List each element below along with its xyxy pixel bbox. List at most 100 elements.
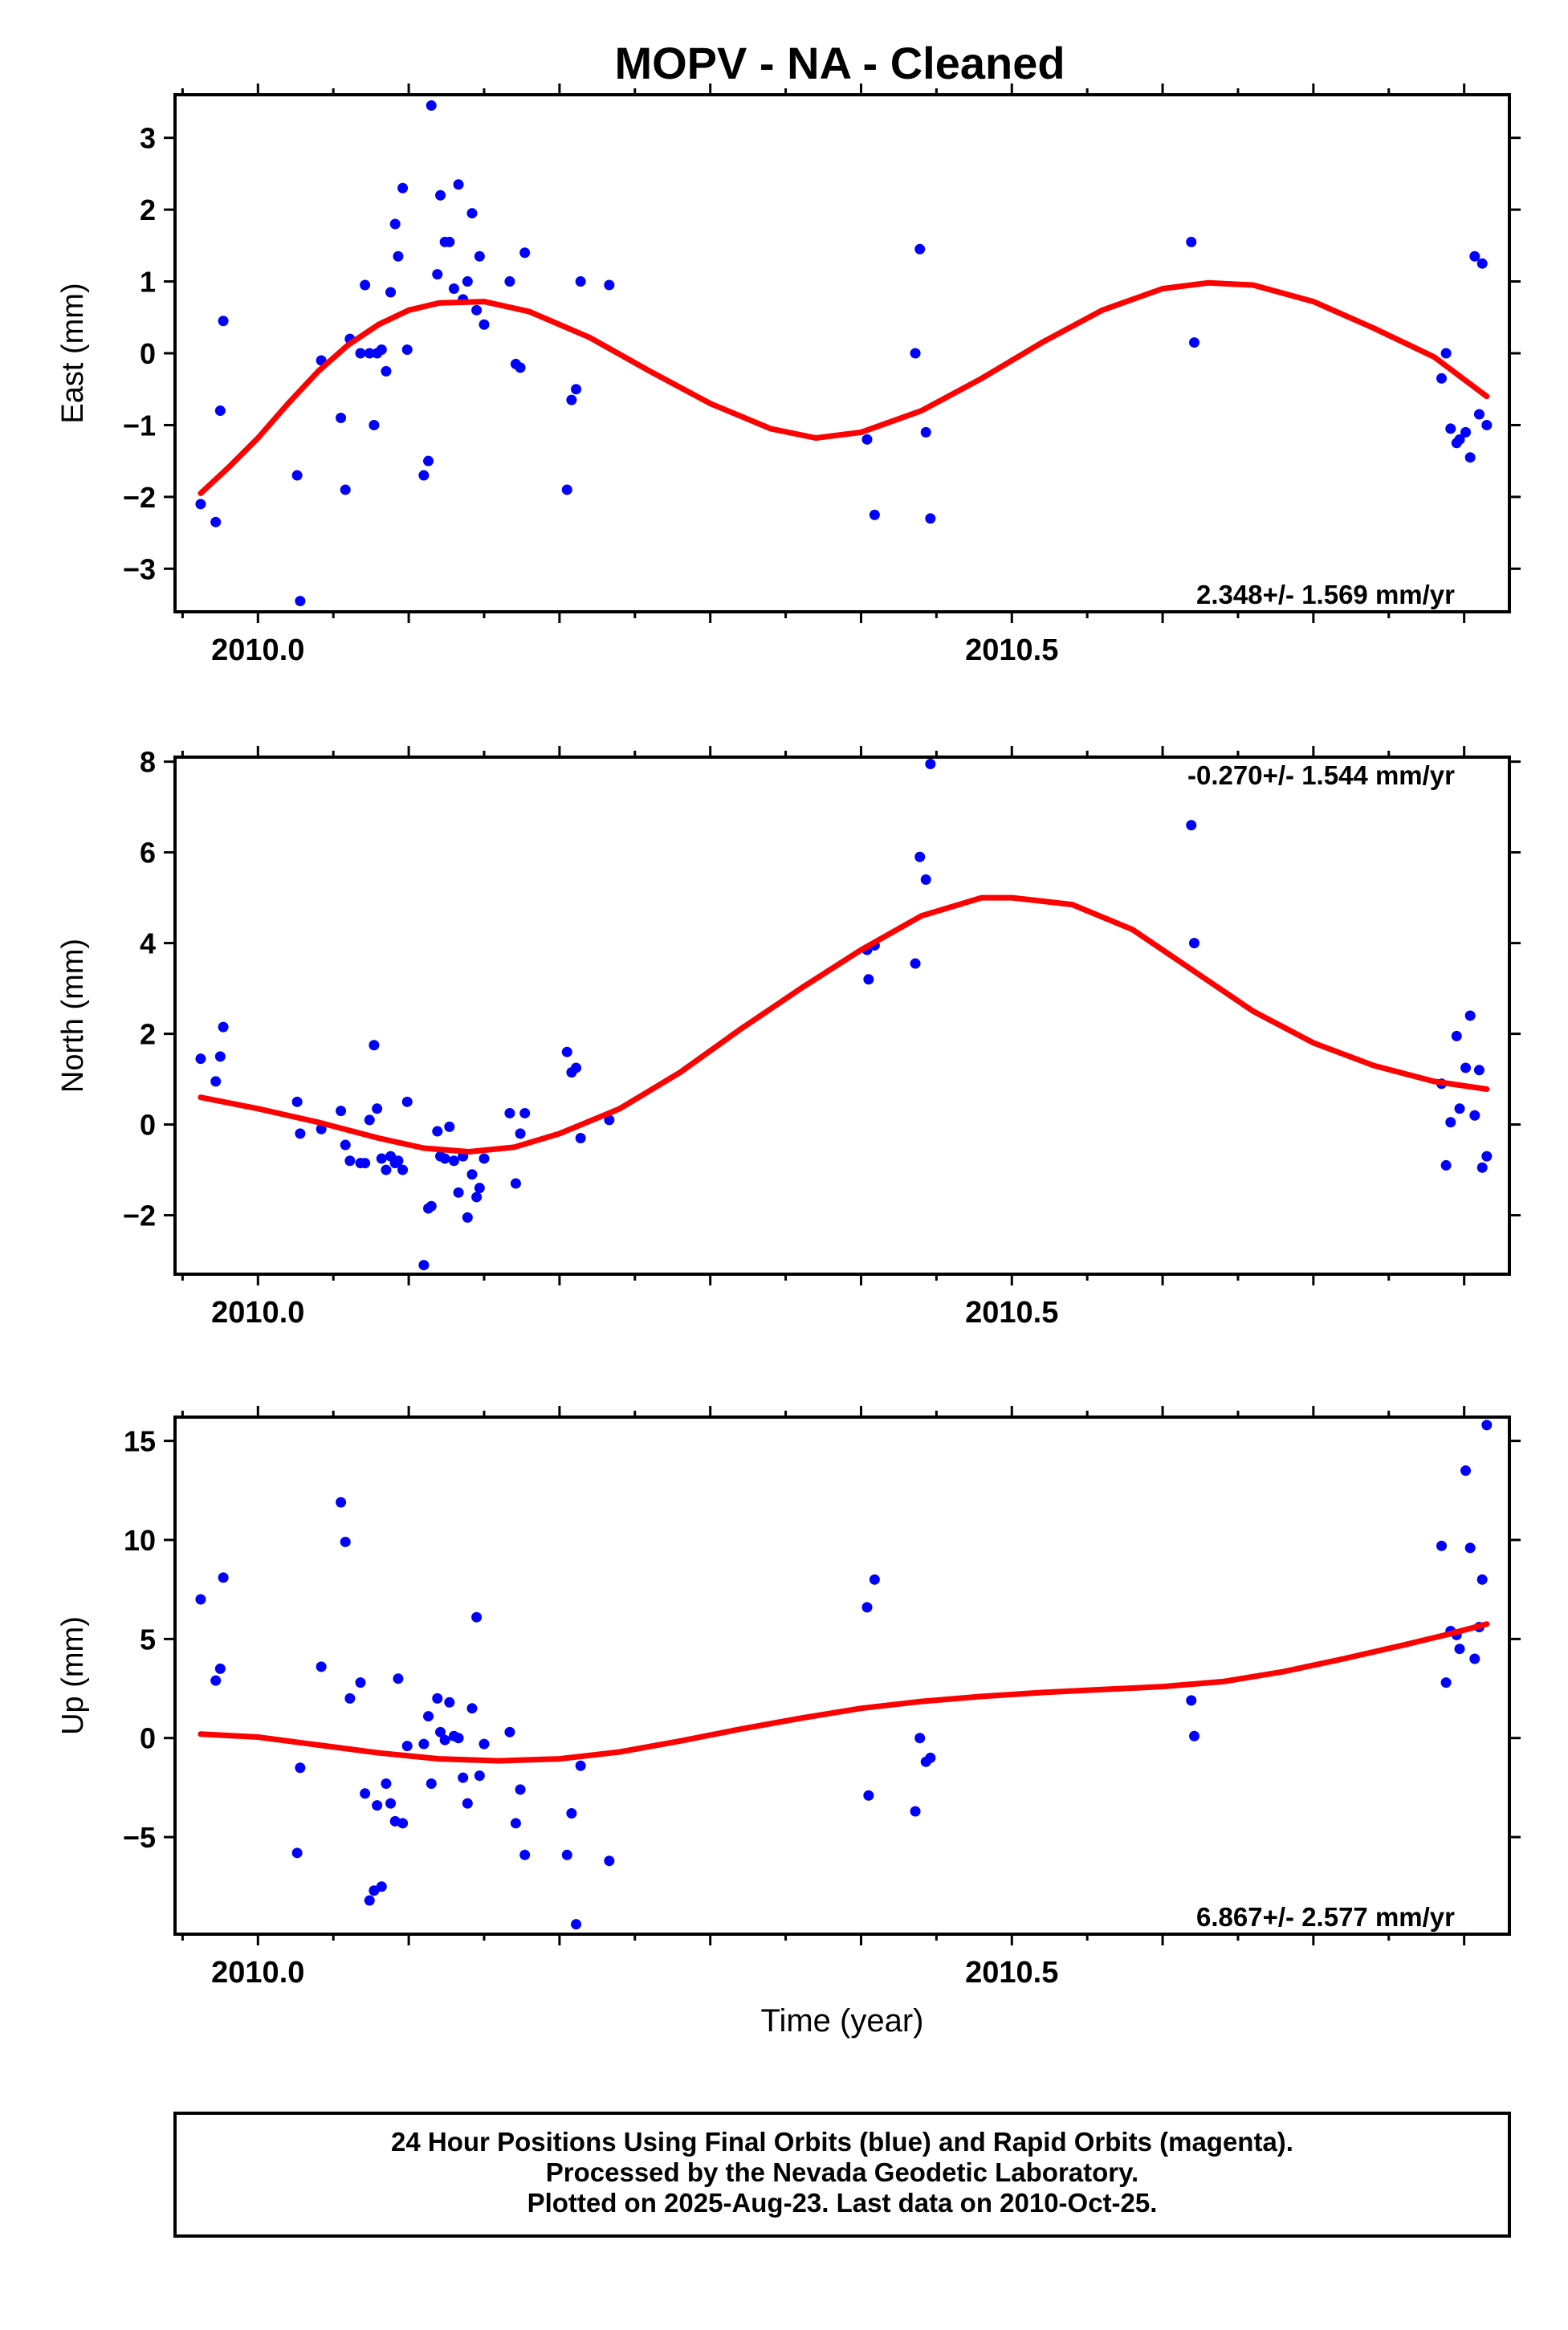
up-data-point [1186,1695,1197,1706]
north-data-point [432,1126,443,1137]
up-panel: −5 0 5 10 15 2010.0 2010.5 Up (mm) Time (year) 6.… [56,1406,1521,2039]
north-data-point [369,1040,380,1051]
north-fit-line [198,894,1490,1155]
north-data-point [863,974,874,985]
up-data-point [504,1726,515,1737]
north-data-point [195,1053,206,1065]
east-data-point [515,362,526,373]
north-y-tick-label: 8 [140,746,156,779]
up-data-point [435,1726,446,1737]
east-data-point [1460,426,1472,438]
north-data-point [561,1046,572,1057]
north-data-point [1440,1159,1452,1171]
up-data-point [1436,1540,1447,1551]
north-data-point [1451,1030,1462,1041]
north-data-point [462,1212,473,1223]
east-data-point [566,394,577,405]
north-plot-frame [173,756,1511,1276]
up-data-point [1460,1465,1472,1477]
up-data-point [344,1693,356,1704]
east-data-point [432,269,443,280]
up-data-point [401,1741,413,1752]
up-data-point [295,1762,306,1774]
up-plot-area [195,1420,1493,1930]
north-rate-annotation: -0.270+/- 1.544 mm/yr [1187,760,1455,790]
east-x-tick-label: 2010.5 [965,633,1058,667]
up-data-point [869,1574,880,1585]
east-data-point [1186,236,1197,247]
north-data-point [1464,1010,1476,1021]
north-data-point [1481,1151,1493,1162]
up-data-point [210,1675,222,1686]
north-y-tick-label: 6 [140,837,156,870]
up-data-point [291,1847,303,1859]
up-x-tick-label: 2010.0 [211,1956,304,1990]
east-data-point [1189,337,1200,348]
north-panel: −2 0 2 4 6 8 2010.0 2010.5 North (mm) -0.270+/- 1… [56,746,1521,1330]
up-data-point [422,1711,434,1722]
up-data-point [214,1663,226,1674]
north-data-point [360,1158,371,1169]
up-data-point [474,1770,485,1782]
up-data-point [376,1881,387,1892]
east-fit-line [198,279,1490,496]
north-y-tick-label: 2 [140,1018,156,1051]
east-data-point [210,516,222,528]
north-data-point [1473,1065,1485,1076]
up-data-point [1464,1542,1476,1554]
east-data-point [393,251,404,262]
up-data-point [910,1806,921,1817]
up-data-point [385,1798,397,1809]
up-rate-annotation: 6.867+/- 2.577 mm/yr [1196,1902,1455,1932]
north-data-point [510,1178,521,1189]
up-data-point [381,1778,392,1789]
east-data-point [1454,434,1465,445]
north-data-point [401,1096,413,1107]
east-data-point [291,470,303,481]
up-data-point [515,1784,526,1795]
up-data-point [397,1818,409,1829]
north-data-point [519,1107,531,1118]
north-data-point [474,1183,485,1194]
north-data-point [515,1128,526,1139]
up-y-tick-label: 10 [124,1524,156,1557]
east-y-tick-label: 0 [140,337,156,370]
up-data-point [1440,1677,1452,1688]
up-y-tick-label: 5 [140,1623,156,1656]
up-data-point [519,1849,531,1860]
east-data-point [1464,452,1476,463]
up-data-point [418,1738,430,1750]
east-y-tick-label: 3 [140,122,156,155]
up-data-point [604,1855,615,1867]
north-data-point [426,1200,437,1212]
east-data-point [571,384,582,395]
east-data-point [1436,373,1447,384]
up-data-point [444,1697,455,1708]
east-y-tick-label: 1 [140,266,156,299]
east-data-point [910,348,921,359]
north-data-point [920,874,931,886]
up-data-point [571,1919,582,1930]
north-y-tick-label: 4 [140,927,156,960]
footer-box: 24 Hour Positions Using Final Orbits (bl… [173,2112,1511,2238]
up-y-tick-label: 0 [140,1722,156,1755]
north-data-point [571,1062,582,1073]
east-panel: −3 −2 −1 0 1 2 3 2010.0 2010.5 East (mm) 2.348+/- … [56,84,1521,667]
up-plot-frame [173,1416,1511,1936]
up-y-tick-label: −5 [123,1821,156,1854]
east-data-point [340,484,351,495]
east-data-point [376,344,387,356]
up-data-point [466,1703,478,1714]
east-data-point [453,179,464,190]
up-data-point [426,1778,437,1789]
north-data-point [925,758,936,769]
north-data-point [910,958,921,969]
north-data-point [466,1169,478,1180]
north-data-point [1476,1162,1488,1173]
east-data-point [218,316,229,327]
east-data-point [369,419,380,430]
up-fit-line [198,1621,1490,1764]
east-data-point [471,304,483,316]
east-data-point [575,276,586,287]
